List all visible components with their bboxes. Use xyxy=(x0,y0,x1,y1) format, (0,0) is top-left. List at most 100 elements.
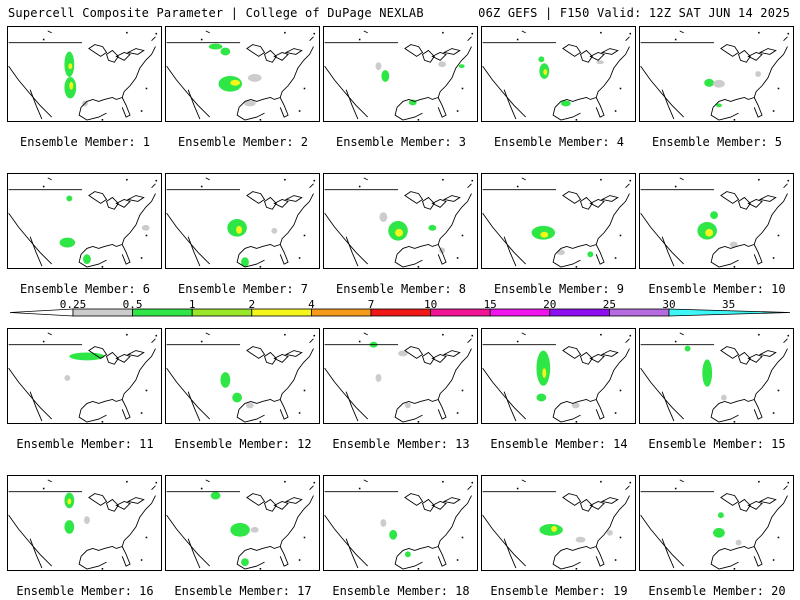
coastline xyxy=(600,350,619,357)
coastline xyxy=(246,44,266,57)
island xyxy=(303,234,306,237)
coastline xyxy=(47,332,52,336)
coastline xyxy=(562,191,582,204)
ensemble-member-label: Ensemble Member: 5 xyxy=(651,135,783,149)
us-map xyxy=(640,332,790,423)
island xyxy=(42,185,45,188)
coastline xyxy=(625,36,630,42)
scp-contour xyxy=(69,352,105,361)
coastline xyxy=(640,65,685,118)
coastline xyxy=(625,485,630,491)
ensemble-member-label: Ensemble Member: 2 xyxy=(177,135,309,149)
ensemble-map-panel xyxy=(323,26,478,122)
coastline xyxy=(679,30,684,34)
coastline xyxy=(679,177,684,181)
ensemble-member-label: Ensemble Member: 15 xyxy=(648,437,786,451)
scp-contour xyxy=(64,375,71,381)
scp-contour xyxy=(404,551,411,558)
coastline xyxy=(595,46,630,98)
coastline xyxy=(437,244,447,265)
coastline xyxy=(166,65,211,118)
coastline xyxy=(720,346,740,359)
ensemble-member-label: Ensemble Member: 19 xyxy=(490,584,628,598)
coastline xyxy=(8,514,53,567)
colorbar-segment xyxy=(310,308,372,317)
island xyxy=(471,32,474,35)
island xyxy=(629,481,632,484)
coastline xyxy=(712,244,755,255)
island xyxy=(600,480,602,483)
island xyxy=(101,119,104,121)
scp-contour xyxy=(379,212,388,222)
coastline xyxy=(595,244,605,265)
coastline xyxy=(309,485,314,491)
colorbar-segment xyxy=(430,308,491,317)
coastline xyxy=(121,495,156,547)
coastline xyxy=(747,500,763,510)
island xyxy=(42,487,45,490)
scp-contour xyxy=(241,558,249,567)
island xyxy=(575,266,578,268)
coastline xyxy=(279,244,289,265)
scp-contour xyxy=(380,519,387,527)
island xyxy=(674,185,677,188)
coastline xyxy=(324,367,369,420)
coastline xyxy=(720,44,740,57)
coastline xyxy=(106,498,119,512)
coastline xyxy=(236,254,265,268)
coastline xyxy=(205,177,210,181)
scp-contour xyxy=(247,74,262,82)
island xyxy=(101,421,104,423)
ensemble-map-panel xyxy=(481,173,636,269)
coastline xyxy=(437,97,447,118)
coastline xyxy=(503,391,517,422)
coastline xyxy=(580,498,593,512)
coastline xyxy=(284,195,303,202)
scp-contour xyxy=(729,241,738,248)
coastline xyxy=(264,351,277,365)
colorbar-segment xyxy=(370,308,431,317)
coastline xyxy=(121,244,131,265)
coastline xyxy=(166,367,211,420)
island xyxy=(600,31,602,34)
coastline xyxy=(396,546,439,557)
scp-contour xyxy=(395,228,403,237)
coastline xyxy=(467,338,472,344)
coastline xyxy=(47,177,52,181)
coastline xyxy=(279,193,314,245)
coastline xyxy=(324,212,369,265)
ensemble-member-label: Ensemble Member: 9 xyxy=(493,282,625,296)
coastline xyxy=(187,538,201,569)
coastline xyxy=(580,196,593,210)
island xyxy=(772,110,775,112)
colorbar-tick-label: 25 xyxy=(602,298,617,311)
coastline xyxy=(121,46,156,98)
coastline xyxy=(246,493,266,506)
coastline xyxy=(78,254,107,268)
coastline xyxy=(126,497,145,504)
island xyxy=(284,333,286,336)
scp-contour xyxy=(684,345,691,352)
colorbar-tick-label: 35 xyxy=(721,298,736,311)
scp-contour xyxy=(557,249,565,256)
coastline xyxy=(738,351,751,365)
coastline xyxy=(238,399,281,410)
scp-contour xyxy=(710,211,718,220)
scp-contour xyxy=(596,60,605,65)
scp-contour xyxy=(67,498,72,505)
island xyxy=(461,234,464,237)
colorbar-segment xyxy=(549,308,610,317)
island xyxy=(358,38,361,41)
coastline xyxy=(284,350,303,357)
coastline xyxy=(562,346,582,359)
coastline xyxy=(115,500,131,510)
scp-contour xyxy=(230,79,241,86)
island xyxy=(126,480,128,483)
coastline xyxy=(482,367,527,420)
coastline xyxy=(521,177,526,181)
scp-contour xyxy=(68,63,73,70)
coastline xyxy=(238,546,281,557)
scp-contour xyxy=(64,520,75,534)
island xyxy=(42,38,45,41)
us-map xyxy=(8,332,158,423)
